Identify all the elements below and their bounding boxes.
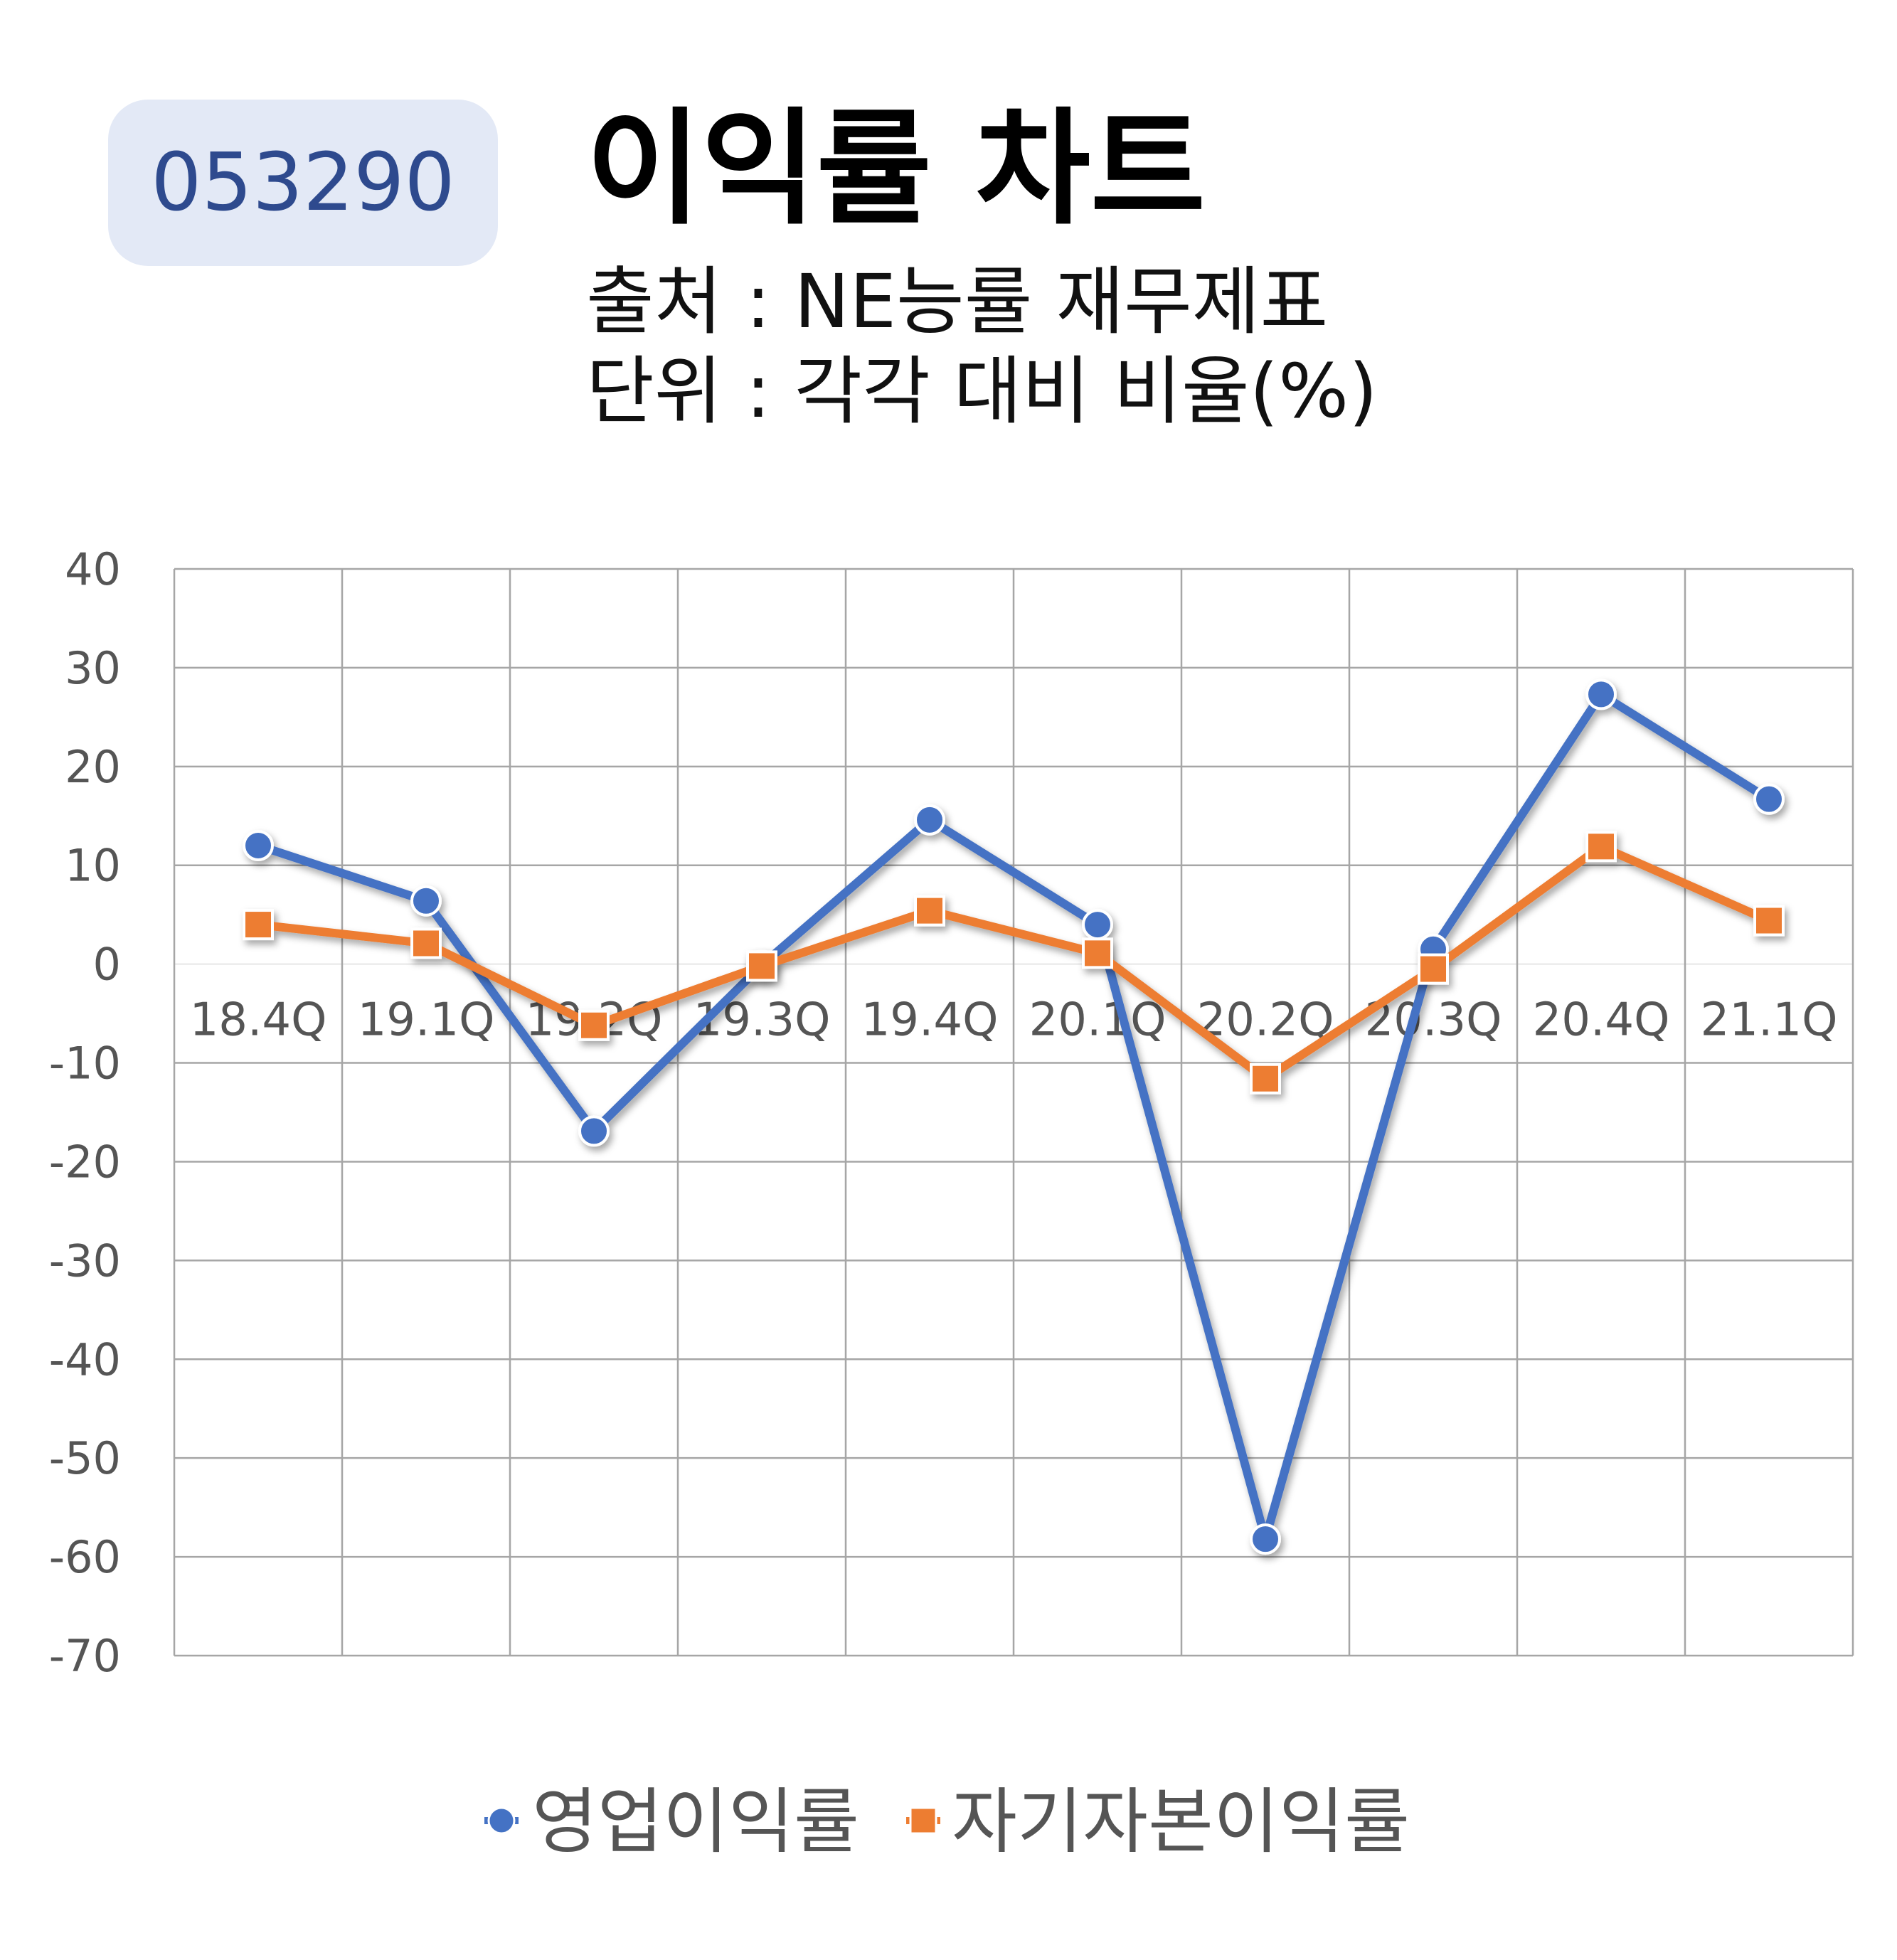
stock-code: 053290 <box>151 137 455 229</box>
data-point <box>914 895 945 927</box>
x-tick-label: 19.4Q <box>861 994 999 1047</box>
page-title: 이익률 차트 <box>586 96 1206 242</box>
legend-item-2: 자기자본이익률 <box>906 1780 1410 1863</box>
legend-marker <box>909 1806 937 1835</box>
y-tick-label: -50 <box>49 1432 121 1484</box>
y-tick-label: 30 <box>65 642 121 694</box>
y-tick-label: 10 <box>65 840 121 892</box>
y-tick-label: -40 <box>49 1333 121 1385</box>
data-point <box>1082 909 1113 941</box>
data-point <box>1585 678 1617 710</box>
x-axis-labels: 18.4Q19.1Q19.2Q19.3Q19.4Q20.1Q20.2Q20.3Q… <box>190 994 1838 1047</box>
x-tick-label: 20.2Q <box>1197 994 1334 1047</box>
y-axis-labels: 40 30 20 10 0 -10 -20 -30 -40 -50 -60 -70 <box>49 543 121 1682</box>
series-2 <box>243 831 1785 1094</box>
stock-code-badge: 053290 <box>108 100 498 266</box>
series-line <box>254 842 1773 1083</box>
data-point <box>1753 783 1785 815</box>
y-tick-label: -20 <box>49 1136 121 1188</box>
data-point <box>746 950 777 982</box>
unit-note: 단위 : 각각 대비 비율(%) <box>586 348 1378 435</box>
legend-item-1: 영업이익률 <box>484 1780 859 1863</box>
series-line <box>254 690 1773 1544</box>
x-tick-label: 19.1Q <box>358 994 495 1047</box>
data-point <box>1753 905 1785 937</box>
grid <box>173 568 1854 1657</box>
data-point <box>578 1009 610 1041</box>
data-point <box>243 829 274 861</box>
data-point <box>1250 1523 1281 1555</box>
y-tick-label: -10 <box>49 1038 121 1090</box>
data-point <box>914 804 945 836</box>
x-tick-label: 19.3Q <box>694 994 831 1047</box>
y-tick-label: -70 <box>49 1630 121 1682</box>
y-tick-label: 0 <box>93 939 121 991</box>
y-tick-label: 40 <box>65 543 121 595</box>
y-tick-label: -30 <box>49 1235 121 1287</box>
data-point <box>410 885 442 917</box>
source-note: 출처 : NE능률 재무제표 <box>586 258 1329 345</box>
x-tick-label: 20.4Q <box>1533 994 1670 1047</box>
x-tick-label: 21.1Q <box>1701 994 1838 1047</box>
data-point <box>410 927 442 959</box>
y-tick-label: -60 <box>49 1531 121 1583</box>
data-point <box>1082 937 1113 969</box>
legend-label: 자기자본이익률 <box>952 1780 1410 1863</box>
data-point <box>578 1115 610 1147</box>
legend-marker <box>487 1806 516 1835</box>
data-point <box>243 909 274 941</box>
data-point <box>1585 831 1617 863</box>
legend: 영업이익률 자기자본이익률 <box>484 1780 1410 1863</box>
data-point <box>1418 953 1449 985</box>
data-point <box>1250 1062 1281 1094</box>
legend-label: 영업이익률 <box>532 1780 859 1863</box>
x-tick-label: 18.4Q <box>190 994 327 1047</box>
series-1 <box>243 678 1785 1555</box>
x-tick-label: 20.1Q <box>1029 994 1167 1047</box>
series <box>243 678 1785 1555</box>
y-tick-label: 20 <box>65 741 121 793</box>
